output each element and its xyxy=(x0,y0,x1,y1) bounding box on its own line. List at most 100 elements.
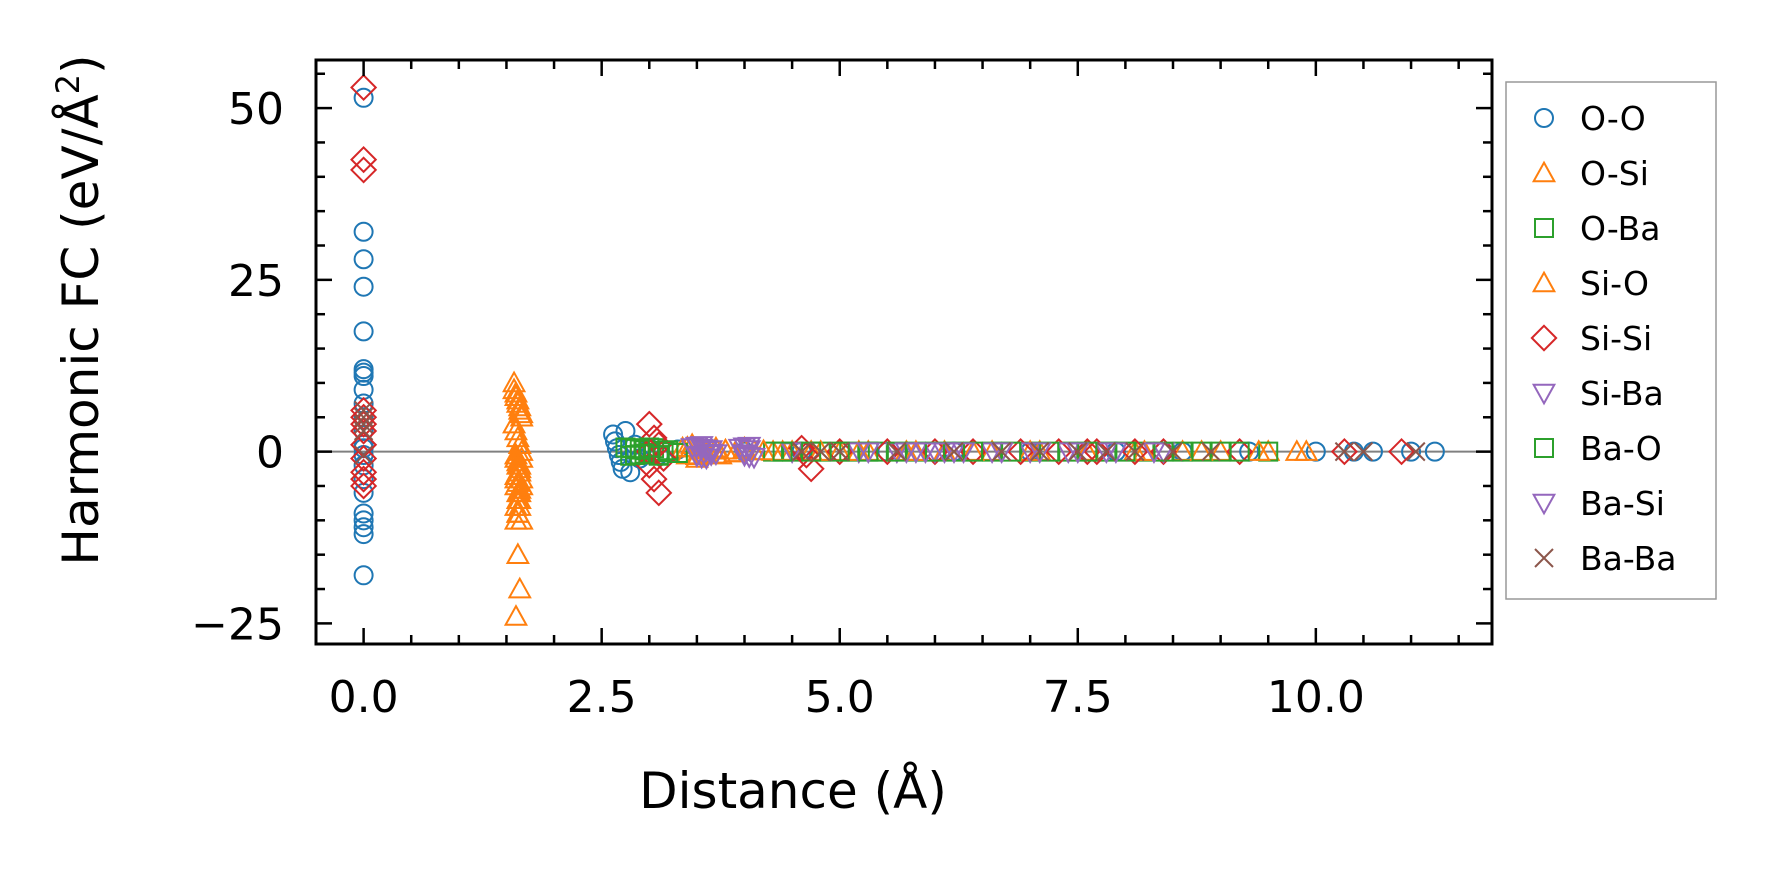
data-point xyxy=(353,565,374,586)
legend-marker xyxy=(1531,493,1557,516)
data-point xyxy=(635,410,663,438)
x-tick-label: 5.0 xyxy=(805,672,875,723)
data-point xyxy=(507,394,532,417)
data-point xyxy=(505,501,530,523)
legend-label: Si-O xyxy=(1580,264,1649,303)
data-point xyxy=(350,431,378,459)
data-point xyxy=(1330,438,1358,466)
data-point xyxy=(1029,441,1050,462)
data-point xyxy=(1141,442,1167,465)
series-o-o xyxy=(353,87,1445,586)
data-point xyxy=(903,439,928,461)
legend-label: O-Ba xyxy=(1580,209,1661,248)
data-point xyxy=(1353,441,1374,462)
data-point xyxy=(856,442,881,465)
data-point xyxy=(1246,439,1271,461)
y-tick-label: 0 xyxy=(256,428,284,479)
data-point xyxy=(1401,441,1422,462)
legend-item: Ba-Ba xyxy=(1534,539,1676,578)
data-point xyxy=(703,444,728,467)
y-tick-label: 50 xyxy=(228,84,284,135)
axes-layer: 0.0 2.5 5.0 7.5 10.0 −25 0 25 50 xyxy=(191,58,1494,723)
data-point xyxy=(505,470,530,492)
legend-marker xyxy=(1531,270,1557,293)
data-point xyxy=(1096,441,1117,462)
data-point xyxy=(353,87,374,108)
data-point xyxy=(350,458,378,486)
data-point xyxy=(353,517,374,538)
data-point xyxy=(791,441,812,462)
data-point xyxy=(353,503,374,524)
legend-label: O-Si xyxy=(1580,154,1649,193)
data-point xyxy=(350,403,378,431)
legend-marker xyxy=(1534,438,1554,458)
data-point xyxy=(509,446,534,468)
data-point xyxy=(353,321,374,342)
data-point xyxy=(350,472,378,500)
data-point xyxy=(353,249,374,270)
plot-frame xyxy=(314,58,1494,646)
legend-item: Ba-O xyxy=(1534,429,1662,468)
data-point xyxy=(1284,439,1309,461)
data-point xyxy=(353,510,374,531)
data-point xyxy=(1201,441,1221,462)
data-point xyxy=(1027,442,1052,465)
data-point xyxy=(350,444,378,473)
legend-label: O-O xyxy=(1580,99,1646,138)
data-point xyxy=(1121,438,1149,466)
data-point xyxy=(741,447,767,470)
data-point xyxy=(350,73,378,102)
legend-label: Ba-O xyxy=(1580,429,1662,468)
data-point xyxy=(991,441,1012,462)
data-point xyxy=(353,414,374,434)
data-point xyxy=(810,441,831,462)
data-point xyxy=(1065,442,1090,465)
y-tick-label: 25 xyxy=(228,256,284,307)
data-point xyxy=(645,479,673,507)
legend-marker xyxy=(1534,548,1554,568)
legend-label: Si-Si xyxy=(1580,319,1652,358)
legend-marker xyxy=(1531,383,1557,406)
series-ba-si xyxy=(680,436,1167,471)
data-point xyxy=(913,442,938,465)
legend-item: Si-Ba xyxy=(1531,374,1664,413)
data-point xyxy=(507,494,532,516)
data-point xyxy=(350,396,378,424)
data-point xyxy=(350,417,378,445)
data-point xyxy=(1229,441,1250,462)
data-point xyxy=(1045,438,1073,466)
data-point xyxy=(944,441,964,462)
data-point xyxy=(797,455,825,483)
y-axis-title-main: Harmonic FC (eV/Å xyxy=(52,94,110,565)
data-point xyxy=(1334,441,1355,462)
data-point xyxy=(507,477,532,499)
data-point xyxy=(502,370,527,393)
data-point xyxy=(353,445,374,465)
series-ba-ba xyxy=(353,400,1426,465)
data-point xyxy=(640,465,668,493)
y-axis-title-superscript: 2 xyxy=(49,74,87,94)
legend-label: Ba-Ba xyxy=(1580,539,1676,578)
x-tick-label: 10.0 xyxy=(1267,672,1365,723)
legend-item: Si-Si xyxy=(1530,319,1652,358)
data-point xyxy=(989,442,1014,465)
data-point xyxy=(503,507,529,530)
data-point xyxy=(1387,438,1416,466)
data-point xyxy=(350,465,378,493)
data-point xyxy=(772,441,793,462)
legend-item: O-Ba xyxy=(1534,209,1661,248)
legend-marker xyxy=(1534,108,1554,128)
data-point xyxy=(353,366,374,387)
data-point xyxy=(507,576,532,599)
data-point xyxy=(873,438,901,466)
data-point xyxy=(509,401,534,424)
data-point xyxy=(350,410,378,438)
data-point xyxy=(635,451,663,479)
data-point xyxy=(353,407,374,428)
data-point xyxy=(350,146,378,174)
data-point xyxy=(353,421,374,441)
data-point xyxy=(649,444,678,473)
data-point xyxy=(353,407,374,427)
